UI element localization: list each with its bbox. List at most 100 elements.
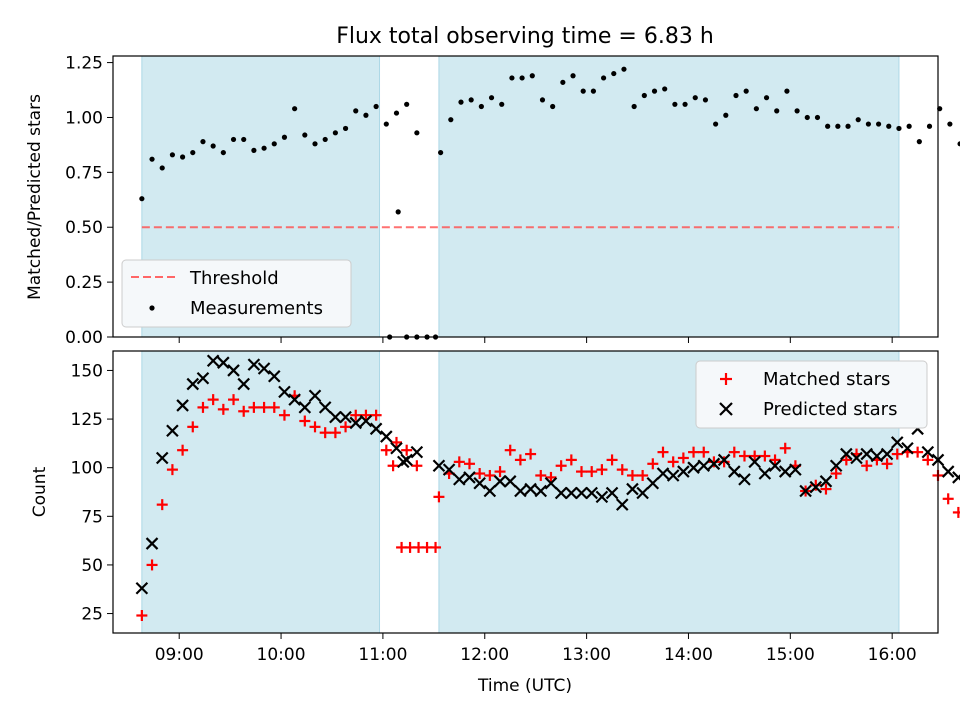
measurement-point-1 (149, 156, 155, 162)
predicted-point-3 (166, 424, 179, 438)
predicted-point-60 (748, 455, 761, 469)
matched-point-2 (156, 499, 168, 511)
predicted-point-56 (707, 457, 721, 471)
matched-point-16 (299, 415, 311, 427)
measurement-point-51 (611, 70, 617, 77)
predicted-point-50 (646, 476, 660, 490)
measurement-point-71 (814, 114, 821, 121)
matched-point-54 (637, 469, 649, 481)
matched-point-50 (596, 464, 608, 476)
predicted-point-9 (227, 364, 240, 377)
matched-point-61 (708, 456, 720, 468)
matched-point-1 (146, 559, 158, 571)
predicted-point-59 (738, 473, 751, 486)
top-shade-layer (141, 55, 900, 338)
measurement-point-42 (519, 75, 525, 81)
predicted-point-16 (298, 401, 312, 414)
matched-point-66 (759, 450, 771, 462)
matched-point-71 (810, 479, 822, 491)
predicted-point-70 (850, 451, 863, 465)
predicted-point-64 (789, 463, 802, 476)
measurement-point-36 (458, 99, 464, 105)
top-y-tick-label-0: 0.00 (65, 328, 103, 348)
matched-point-0 (136, 609, 148, 621)
predicted-point-72 (870, 449, 884, 463)
matched-point-81 (912, 446, 924, 458)
predicted-point-54 (687, 461, 700, 474)
legend-measurement-swatch (149, 305, 155, 311)
matched-point-48 (576, 466, 588, 478)
matched-point-22 (360, 409, 372, 421)
predicted-point-37 (514, 484, 527, 498)
measurement-point-3 (169, 152, 176, 158)
predicted-point-35 (493, 475, 507, 488)
x-tick-label-3: 12:00 (460, 645, 509, 665)
matched-point-9 (228, 394, 240, 406)
measurement-point-80 (906, 123, 912, 129)
matched-point-40 (494, 466, 506, 478)
matched-point-13 (268, 401, 280, 413)
predicted-point-33 (473, 476, 486, 490)
measurement-point-73 (835, 123, 841, 129)
predicted-point-13 (267, 370, 281, 383)
measurement-point-48 (580, 88, 586, 94)
measurement-point-20 (342, 125, 349, 132)
matched-point-7 (207, 394, 219, 406)
predicted-point-75 (901, 441, 914, 455)
predicted-point-40 (544, 476, 558, 490)
bottom-panel: 25 50 75 100 125 150 09:00 10:00 11:00 12:00 13:0… (30, 350, 960, 696)
predicted-point-17 (308, 389, 322, 403)
matched-point-18 (319, 427, 331, 439)
matched-point-51 (606, 454, 618, 466)
matched-point-37 (463, 458, 475, 470)
bottom-shade-layer (141, 350, 900, 634)
predicted-point-44 (585, 486, 598, 500)
matched-point-56 (657, 446, 669, 458)
predicted-point-29 (432, 459, 446, 473)
matched-point-36 (453, 456, 465, 468)
matched-point-24 (380, 444, 392, 456)
measurement-point-4 (179, 154, 186, 160)
matched-point-23 (370, 409, 382, 421)
measurement-point-5 (190, 149, 196, 156)
bottom-count-points (135, 354, 960, 621)
measurement-point-70 (804, 114, 810, 121)
bottom-y-tick-label-0: 25 (81, 605, 103, 625)
bottom-shaded-interval-0 (141, 350, 381, 634)
measurement-point-18 (322, 136, 328, 143)
measurement-point-34 (438, 149, 444, 156)
bottom-y-tick-label-5: 150 (71, 361, 103, 381)
predicted-point-22 (359, 414, 373, 428)
measurement-point-54 (641, 92, 647, 99)
predicted-point-41 (554, 486, 568, 500)
bottom-plot-frame (112, 350, 939, 634)
measurement-point-84 (947, 121, 953, 127)
bottom-y-axis: 25 50 75 100 125 150 (71, 361, 113, 625)
matched-point-11 (248, 401, 260, 413)
matched-point-73 (830, 468, 842, 480)
predicted-point-18 (318, 401, 332, 414)
predicted-point-1 (145, 537, 159, 550)
matched-point-57 (667, 456, 679, 468)
predicted-point-34 (483, 484, 497, 498)
measurement-point-68 (784, 88, 790, 94)
predicted-point-57 (717, 453, 731, 467)
bottom-legend: Matched stars Predicted stars (695, 360, 928, 429)
matched-point-44 (535, 469, 547, 481)
matched-point-4 (177, 444, 189, 456)
predicted-point-71 (860, 447, 873, 461)
measurement-point-60 (702, 97, 709, 103)
x-tick-label-4: 13:00 (562, 645, 611, 665)
matched-point-26 (401, 444, 413, 456)
top-shaded-interval-1 (438, 55, 900, 338)
predicted-point-21 (349, 416, 363, 430)
predicted-point-5 (186, 377, 200, 391)
top-legend: Threshold Measurements (121, 259, 352, 328)
measurement-point-74 (845, 123, 851, 129)
top-legend-box (121, 259, 352, 328)
measurement-point-49 (590, 88, 597, 94)
matched-point-85 (952, 506, 960, 518)
measurement-point-79 (896, 125, 902, 132)
bottom-legend-box (695, 360, 928, 429)
measurement-point-29 (395, 209, 401, 215)
